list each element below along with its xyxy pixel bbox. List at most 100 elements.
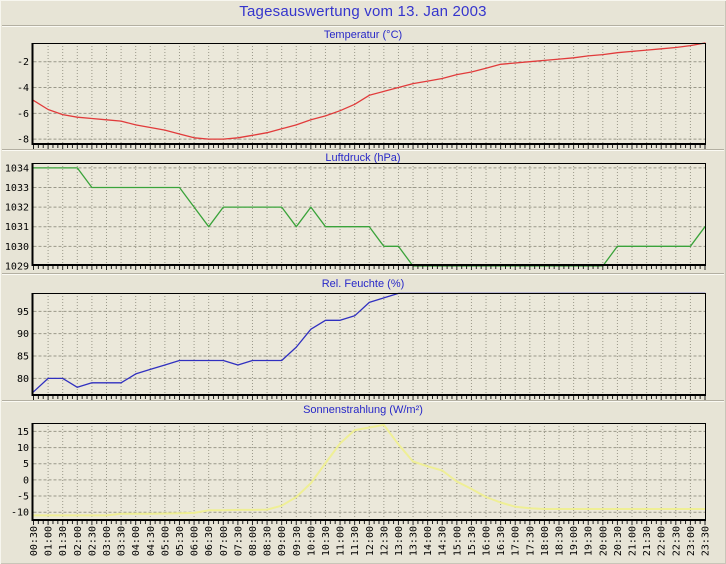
svg-text:-6: -6 — [17, 109, 29, 120]
svg-text:-2: -2 — [17, 57, 29, 68]
svg-text:15:00: 15:00 — [452, 526, 463, 556]
svg-text:1034: 1034 — [5, 163, 29, 174]
svg-text:-5: -5 — [17, 492, 29, 503]
humidity-y-axis-labels: 95 90 85 80 — [17, 307, 29, 385]
svg-text:17:00: 17:00 — [511, 526, 522, 556]
svg-text:18:30: 18:30 — [555, 526, 566, 556]
svg-text:0: 0 — [23, 475, 29, 486]
svg-text:21:00: 21:00 — [628, 526, 639, 556]
svg-text:19:30: 19:30 — [584, 526, 595, 556]
temperature-chart-panel: Temperatur (°C) -2 -4 -6 -8 — [0, 27, 726, 151]
svg-text:08:00: 08:00 — [248, 526, 259, 556]
svg-text:18:00: 18:00 — [540, 526, 551, 556]
svg-text:13:30: 13:30 — [409, 526, 420, 556]
humidity-plot: 95 90 85 80 — [17, 292, 706, 400]
panel-separator-2 — [2, 273, 724, 275]
pressure-axis-frame — [31, 163, 706, 266]
solar-axis-frame — [31, 423, 706, 521]
svg-text:10:00: 10:00 — [306, 526, 317, 556]
solar-grid — [33, 423, 705, 519]
svg-text:20:30: 20:30 — [613, 526, 624, 556]
temperature-axis-frame — [31, 43, 706, 145]
svg-text:15:30: 15:30 — [467, 526, 478, 556]
humidity-axis-frame — [31, 293, 706, 396]
svg-text:00:30: 00:30 — [29, 526, 40, 556]
svg-text:-4: -4 — [17, 83, 29, 94]
solar-line — [32, 423, 706, 517]
pressure-y-axis-labels: 1034 1033 1032 1031 1030 1029 — [5, 163, 29, 272]
svg-text:1033: 1033 — [5, 183, 29, 194]
svg-text:90: 90 — [17, 329, 29, 340]
pressure-plot: 1034 1033 1032 1031 1030 1029 — [5, 163, 706, 272]
temperature-line — [32, 42, 706, 140]
svg-text:19:00: 19:00 — [569, 526, 580, 556]
svg-text:16:00: 16:00 — [482, 526, 493, 556]
svg-text:-8: -8 — [17, 135, 29, 146]
temperature-y-axis-labels: -2 -4 -6 -8 — [17, 57, 29, 145]
svg-text:23:30: 23:30 — [701, 526, 712, 556]
pressure-chart-title: Luftdruck (hPa) — [325, 152, 401, 164]
humidity-chart-panel: Rel. Feuchte (%) 95 90 85 80 — [0, 276, 726, 402]
solar-y-axis-labels: 15 10 5 0 -5 -10 — [11, 427, 29, 519]
svg-text:09:30: 09:30 — [292, 526, 303, 556]
pressure-chart-panel: Luftdruck (hPa) 1034 1033 1032 1031 1030 1029 — [0, 150, 726, 272]
svg-text:01:00: 01:00 — [44, 526, 55, 556]
solar-chart-title: Sonnenstrahlung (W/m²) — [303, 404, 423, 416]
svg-text:06:00: 06:00 — [190, 526, 201, 556]
title-separator — [2, 25, 724, 27]
temperature-chart-title: Temperatur (°C) — [323, 29, 403, 41]
solar-x-tick-marks — [33, 521, 706, 525]
panel-separator-3 — [2, 400, 724, 402]
svg-text:16:30: 16:30 — [496, 526, 507, 556]
solar-chart-panel: Sonnenstrahlung (W/m²) 15 10 5 0 -5 -10 00:30 0… — [0, 402, 726, 564]
svg-text:15: 15 — [17, 427, 29, 438]
svg-text:11:30: 11:30 — [350, 526, 361, 556]
svg-text:-10: -10 — [11, 508, 29, 519]
svg-text:95: 95 — [17, 307, 29, 318]
svg-text:12:30: 12:30 — [379, 526, 390, 556]
svg-text:02:30: 02:30 — [87, 526, 98, 556]
svg-text:1030: 1030 — [5, 242, 29, 253]
svg-text:5: 5 — [23, 459, 29, 470]
svg-text:1029: 1029 — [5, 261, 29, 272]
svg-text:05:00: 05:00 — [160, 526, 171, 556]
pressure-x-tick-marks — [33, 266, 706, 270]
svg-text:07:00: 07:00 — [219, 526, 230, 556]
svg-text:08:30: 08:30 — [263, 526, 274, 556]
svg-text:11:00: 11:00 — [336, 526, 347, 556]
temperature-x-tick-marks — [33, 145, 706, 149]
svg-text:22:00: 22:00 — [657, 526, 668, 556]
humidity-x-tick-marks — [33, 396, 706, 400]
temperature-grid — [33, 43, 705, 143]
svg-text:20:00: 20:00 — [598, 526, 609, 556]
svg-text:1031: 1031 — [5, 222, 29, 233]
svg-text:17:30: 17:30 — [525, 526, 536, 556]
svg-text:12:00: 12:00 — [365, 526, 376, 556]
humidity-grid — [33, 293, 705, 394]
svg-text:09:00: 09:00 — [277, 526, 288, 556]
panel-separator-1 — [2, 149, 724, 151]
svg-text:85: 85 — [17, 352, 29, 363]
svg-text:04:30: 04:30 — [146, 526, 157, 556]
svg-text:05:30: 05:30 — [175, 526, 186, 556]
svg-text:14:00: 14:00 — [423, 526, 434, 556]
svg-text:02:00: 02:00 — [73, 526, 84, 556]
svg-text:10: 10 — [17, 443, 29, 454]
page-title: Tagesauswertung vom 13. Jan 2003 — [239, 3, 487, 20]
temperature-plot: -2 -4 -6 -8 — [17, 42, 706, 149]
svg-text:13:00: 13:00 — [394, 526, 405, 556]
x-axis-time-labels: 00:30 01:00 01:30 02:00 02:30 03:00 03:30 04:00… — [29, 526, 712, 556]
svg-text:06:30: 06:30 — [204, 526, 215, 556]
svg-text:10:30: 10:30 — [321, 526, 332, 556]
svg-text:03:00: 03:00 — [102, 526, 113, 556]
svg-text:04:00: 04:00 — [131, 526, 142, 556]
svg-text:01:30: 01:30 — [58, 526, 69, 556]
svg-text:1032: 1032 — [5, 203, 29, 214]
svg-text:21:30: 21:30 — [642, 526, 653, 556]
svg-text:23:00: 23:00 — [686, 526, 697, 556]
svg-text:22:30: 22:30 — [671, 526, 682, 556]
svg-text:03:30: 03:30 — [117, 526, 128, 556]
svg-text:07:30: 07:30 — [233, 526, 244, 556]
